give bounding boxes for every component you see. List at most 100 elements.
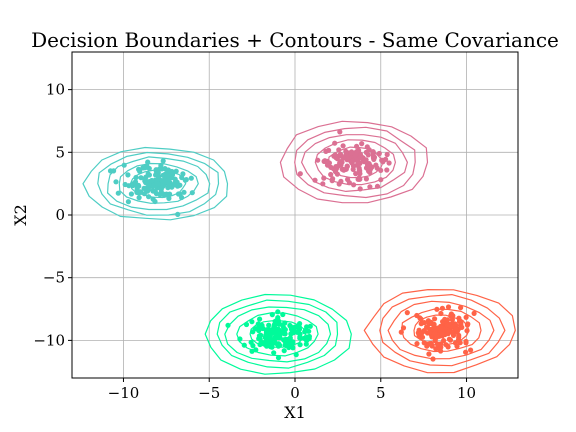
data-point: [225, 322, 231, 328]
data-point: [330, 176, 336, 182]
data-point: [113, 179, 119, 185]
data-point: [438, 310, 444, 317]
data-point: [354, 143, 360, 149]
contour-line: [204, 293, 352, 375]
data-point: [176, 183, 182, 189]
data-point: [181, 189, 187, 195]
contour-line: [279, 120, 429, 204]
data-point: [352, 152, 358, 159]
data-point: [160, 183, 166, 189]
data-point: [439, 305, 445, 311]
data-point: [293, 352, 299, 358]
data-point: [434, 306, 440, 312]
data-point: [383, 156, 389, 162]
data-point: [457, 340, 463, 346]
data-point: [179, 174, 185, 181]
x-axis-label: X1: [284, 403, 306, 422]
data-point: [145, 171, 151, 177]
data-point: [166, 195, 172, 201]
data-point: [272, 335, 278, 341]
data-point: [179, 194, 185, 201]
y-tick-label: −5: [43, 269, 65, 287]
data-point: [419, 334, 426, 340]
data-point: [344, 155, 350, 161]
y-tick-label: −10: [33, 331, 65, 349]
data-point: [280, 311, 286, 318]
contour-line: [107, 156, 211, 211]
data-point: [276, 321, 282, 327]
data-point: [424, 343, 430, 349]
data-point: [253, 347, 259, 353]
data-point: [434, 341, 440, 347]
data-point: [378, 167, 384, 173]
data-point: [289, 342, 295, 348]
data-point: [141, 185, 147, 191]
data-point: [269, 312, 275, 318]
data-point: [373, 162, 379, 168]
data-point: [456, 334, 462, 340]
data-point: [297, 171, 303, 177]
data-point: [169, 168, 175, 175]
data-point: [348, 150, 354, 156]
data-point: [158, 189, 164, 195]
data-point: [146, 165, 152, 172]
data-point: [158, 162, 164, 168]
data-point: [115, 190, 121, 196]
y-tick-label: 5: [55, 143, 65, 161]
data-point: [263, 329, 269, 335]
data-point: [428, 342, 435, 348]
data-point: [312, 177, 318, 183]
data-point: [439, 332, 445, 338]
data-point: [426, 351, 432, 357]
data-point: [340, 143, 346, 149]
data-point: [450, 313, 456, 319]
x-axis-ticks: −10 −5 0 5 10: [108, 378, 476, 402]
data-point: [287, 336, 293, 342]
contour-line: [224, 306, 332, 363]
data-point: [356, 175, 362, 181]
data-point: [121, 162, 127, 168]
data-point: [256, 333, 262, 339]
data-point: [463, 349, 469, 355]
data-point: [297, 342, 303, 348]
data-point: [175, 211, 181, 217]
data-point: [424, 324, 430, 330]
data-point: [351, 182, 357, 188]
data-point: [320, 181, 326, 187]
data-point: [338, 178, 344, 184]
data-point: [336, 163, 342, 169]
y-tick-label: 0: [55, 206, 65, 224]
data-point: [126, 183, 132, 189]
x-tick-label: 0: [290, 384, 300, 402]
data-point: [315, 157, 321, 163]
data-point: [449, 317, 455, 323]
data-point: [342, 166, 349, 172]
contours: [82, 120, 516, 375]
data-point: [321, 175, 327, 181]
y-tick-label: 10: [46, 81, 65, 99]
contour-line: [379, 294, 506, 367]
data-point: [432, 331, 438, 337]
data-point: [136, 195, 142, 201]
data-point: [430, 356, 436, 362]
data-point: [302, 327, 308, 334]
contour-line: [216, 299, 339, 369]
data-point: [163, 191, 170, 197]
data-point: [164, 173, 170, 179]
x-tick-label: −5: [198, 384, 220, 402]
contour-line: [82, 146, 229, 221]
contour-line: [236, 312, 319, 357]
data-point: [257, 325, 263, 331]
data-point: [384, 167, 390, 173]
data-point: [237, 336, 243, 342]
data-point: [136, 166, 142, 172]
data-point: [149, 177, 155, 184]
data-point: [276, 334, 282, 340]
contour-line: [387, 300, 495, 360]
data-point: [426, 330, 432, 336]
contour-line: [294, 126, 416, 199]
data-point: [152, 198, 158, 205]
data-point: [297, 335, 303, 341]
x-tick-label: −10: [108, 384, 140, 402]
data-point: [445, 304, 452, 310]
